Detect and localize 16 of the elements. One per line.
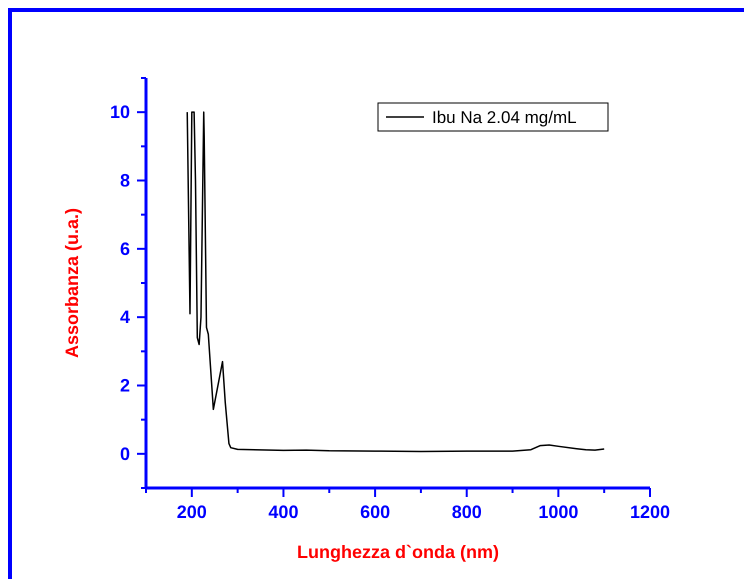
x-tick-label: 200 (176, 502, 207, 522)
line-series (186, 111, 605, 452)
x-axis-title: Lunghezza d`onda (nm) (297, 542, 499, 562)
x-tick-label: 400 (268, 502, 298, 522)
x-tick-label: 1200 (630, 502, 670, 522)
y-tick-label: 6 (120, 238, 130, 259)
y-axis-title: Assorbanza (u.a.) (62, 208, 82, 358)
y-tick-label: 4 (120, 307, 130, 328)
y-tick-label: 8 (120, 170, 130, 190)
x-tick-label: 1000 (538, 502, 578, 522)
x-tick-label: 600 (360, 502, 390, 522)
y-tick-label: 2 (120, 376, 130, 396)
y-tick-label: 0 (120, 444, 130, 464)
legend-label: Ibu Na 2.04 mg/mL (432, 108, 577, 127)
x-tick-label: 800 (452, 502, 482, 522)
y-tick-label: 10 (110, 102, 130, 122)
